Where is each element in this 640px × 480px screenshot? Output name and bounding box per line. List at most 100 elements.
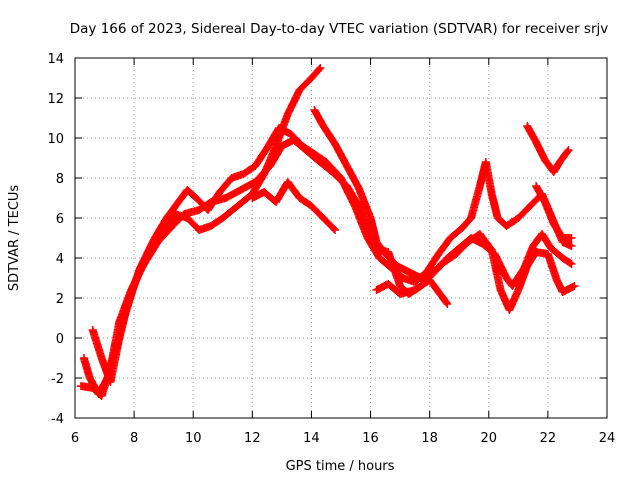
marker-run bbox=[543, 250, 561, 283]
marker-run bbox=[263, 125, 283, 152]
data-point bbox=[567, 234, 576, 242]
x-tick-label: 16 bbox=[362, 431, 379, 446]
series-track-h bbox=[532, 182, 576, 242]
marker-run bbox=[239, 162, 258, 178]
series-track-b bbox=[88, 64, 325, 386]
marker-run bbox=[428, 259, 448, 278]
marker-run bbox=[434, 288, 451, 307]
y-tick-labels: -4 -2 0 2 4 6 8 10 12 14 bbox=[47, 52, 64, 427]
marker-run bbox=[384, 280, 403, 297]
marker-run bbox=[342, 162, 362, 191]
marker-run bbox=[363, 234, 383, 261]
marker-run bbox=[502, 214, 521, 230]
y-tick-label: 8 bbox=[56, 172, 64, 187]
x-tick-label: 24 bbox=[599, 431, 616, 446]
marker-run bbox=[467, 183, 484, 222]
x-tick-labels: 6 8 10 12 14 16 18 20 22 24 bbox=[71, 431, 615, 446]
marker-run bbox=[301, 146, 321, 163]
marker-run bbox=[313, 156, 335, 175]
marker-run bbox=[514, 203, 534, 222]
marker-run bbox=[207, 214, 226, 230]
marker-run bbox=[266, 143, 286, 170]
marker-run bbox=[319, 214, 338, 233]
x-tick-label: 18 bbox=[421, 431, 438, 446]
marker-run bbox=[251, 145, 271, 170]
marker-run bbox=[549, 220, 566, 241]
marker-run bbox=[481, 158, 496, 197]
x-tick-label: 10 bbox=[185, 431, 202, 446]
axis-ticks bbox=[74, 57, 608, 419]
plot-border bbox=[74, 57, 608, 419]
marker-run bbox=[446, 225, 465, 242]
marker-run bbox=[88, 326, 106, 361]
marker-run bbox=[215, 175, 235, 196]
marker-run bbox=[307, 202, 327, 221]
marker-run bbox=[183, 214, 203, 233]
marker-run bbox=[183, 186, 200, 201]
marker-run bbox=[384, 248, 404, 289]
y-tick-label: 14 bbox=[47, 52, 64, 67]
series-track-g bbox=[523, 122, 573, 176]
x-tick-label: 14 bbox=[303, 431, 320, 446]
marker-run bbox=[221, 186, 244, 202]
x-tick-label: 12 bbox=[244, 431, 261, 446]
marker-run bbox=[532, 138, 549, 163]
marker-run bbox=[307, 65, 324, 82]
marker-run bbox=[514, 263, 531, 294]
marker-run bbox=[354, 184, 374, 221]
marker-run bbox=[458, 215, 475, 232]
marker-run bbox=[328, 168, 350, 189]
marker-run bbox=[162, 199, 182, 222]
y-tick-label: -2 bbox=[51, 372, 64, 387]
marker-run bbox=[115, 287, 135, 326]
marker-run bbox=[218, 203, 241, 222]
x-tick-label: 6 bbox=[71, 431, 79, 446]
marker-run bbox=[272, 111, 292, 150]
y-tick-label: 10 bbox=[47, 132, 64, 147]
marker-run bbox=[523, 249, 540, 270]
series-track-e bbox=[248, 178, 340, 234]
marker-run bbox=[195, 198, 214, 214]
marker-run bbox=[523, 122, 540, 145]
marker-run bbox=[425, 276, 442, 295]
y-axis-label: SDTVAR / TECUs bbox=[7, 185, 22, 292]
marker-run bbox=[289, 136, 309, 153]
marker-run bbox=[440, 250, 459, 266]
marker-run bbox=[97, 365, 114, 400]
data-point bbox=[443, 300, 452, 308]
marker-run bbox=[168, 211, 188, 230]
marker-run bbox=[207, 194, 229, 206]
data-markers bbox=[76, 64, 579, 400]
y-tick-label: 6 bbox=[56, 212, 64, 227]
data-point bbox=[564, 146, 573, 154]
marker-run bbox=[366, 230, 383, 253]
y-tick-label: -4 bbox=[51, 412, 64, 427]
marker-run bbox=[538, 230, 554, 251]
marker-run bbox=[354, 202, 374, 237]
marker-run bbox=[331, 140, 351, 169]
x-axis-label: GPS time / hours bbox=[286, 459, 395, 474]
marker-run bbox=[540, 198, 558, 227]
marker-run bbox=[295, 194, 315, 210]
marker-run bbox=[546, 244, 566, 261]
marker-run bbox=[139, 239, 161, 270]
y-tick-label: 2 bbox=[56, 292, 64, 307]
marker-run bbox=[505, 287, 522, 314]
marker-run bbox=[452, 239, 471, 258]
marker-run bbox=[310, 106, 327, 129]
marker-run bbox=[106, 319, 123, 372]
marker-run bbox=[159, 211, 179, 234]
marker-run bbox=[532, 182, 549, 205]
marker-run bbox=[558, 254, 575, 268]
marker-run bbox=[555, 147, 572, 166]
marker-run bbox=[295, 75, 315, 94]
marker-run bbox=[283, 178, 303, 201]
marker-run bbox=[79, 354, 94, 381]
marker-run bbox=[396, 286, 418, 298]
marker-run bbox=[233, 191, 256, 210]
marker-run bbox=[153, 223, 176, 246]
y-tick-label: 12 bbox=[47, 92, 64, 107]
data-point bbox=[316, 64, 325, 72]
marker-run bbox=[434, 235, 454, 258]
